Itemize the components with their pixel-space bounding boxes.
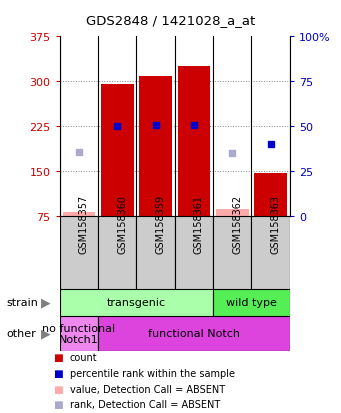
Text: value, Detection Call = ABSENT: value, Detection Call = ABSENT	[70, 384, 225, 394]
Bar	[98, 316, 290, 351]
Bar	[175, 217, 213, 289]
Bar	[136, 217, 175, 289]
Text: GSM158357: GSM158357	[79, 195, 89, 254]
Text: GSM158361: GSM158361	[194, 195, 204, 254]
Bar	[60, 316, 98, 351]
Bar	[62, 212, 95, 217]
Text: count: count	[70, 352, 98, 362]
Bar	[251, 217, 290, 289]
Bar	[139, 77, 172, 217]
Text: ■: ■	[53, 352, 63, 362]
Bar	[216, 209, 249, 217]
Bar	[101, 85, 134, 217]
Bar	[254, 174, 287, 217]
Bar	[60, 289, 213, 316]
Text: strain: strain	[7, 297, 39, 308]
Text: ■: ■	[53, 384, 63, 394]
Text: ▶: ▶	[41, 296, 51, 309]
Text: rank, Detection Call = ABSENT: rank, Detection Call = ABSENT	[70, 399, 220, 409]
Text: percentile rank within the sample: percentile rank within the sample	[70, 368, 235, 378]
Text: functional Notch: functional Notch	[148, 328, 240, 339]
Text: GSM158360: GSM158360	[117, 195, 127, 254]
Bar	[213, 217, 251, 289]
Text: no functional
Notch1: no functional Notch1	[42, 323, 115, 344]
Text: ■: ■	[53, 399, 63, 409]
Text: ▶: ▶	[41, 327, 51, 340]
Bar	[213, 289, 290, 316]
Text: GSM158363: GSM158363	[271, 195, 281, 254]
Text: GSM158362: GSM158362	[232, 195, 242, 254]
Bar	[60, 217, 98, 289]
Bar	[98, 217, 136, 289]
Text: ■: ■	[53, 368, 63, 378]
Bar	[178, 67, 210, 217]
Text: other: other	[7, 328, 36, 339]
Text: transgenic: transgenic	[107, 297, 166, 308]
Text: GDS2848 / 1421028_a_at: GDS2848 / 1421028_a_at	[86, 14, 255, 27]
Text: GSM158359: GSM158359	[155, 195, 166, 254]
Text: wild type: wild type	[226, 297, 277, 308]
